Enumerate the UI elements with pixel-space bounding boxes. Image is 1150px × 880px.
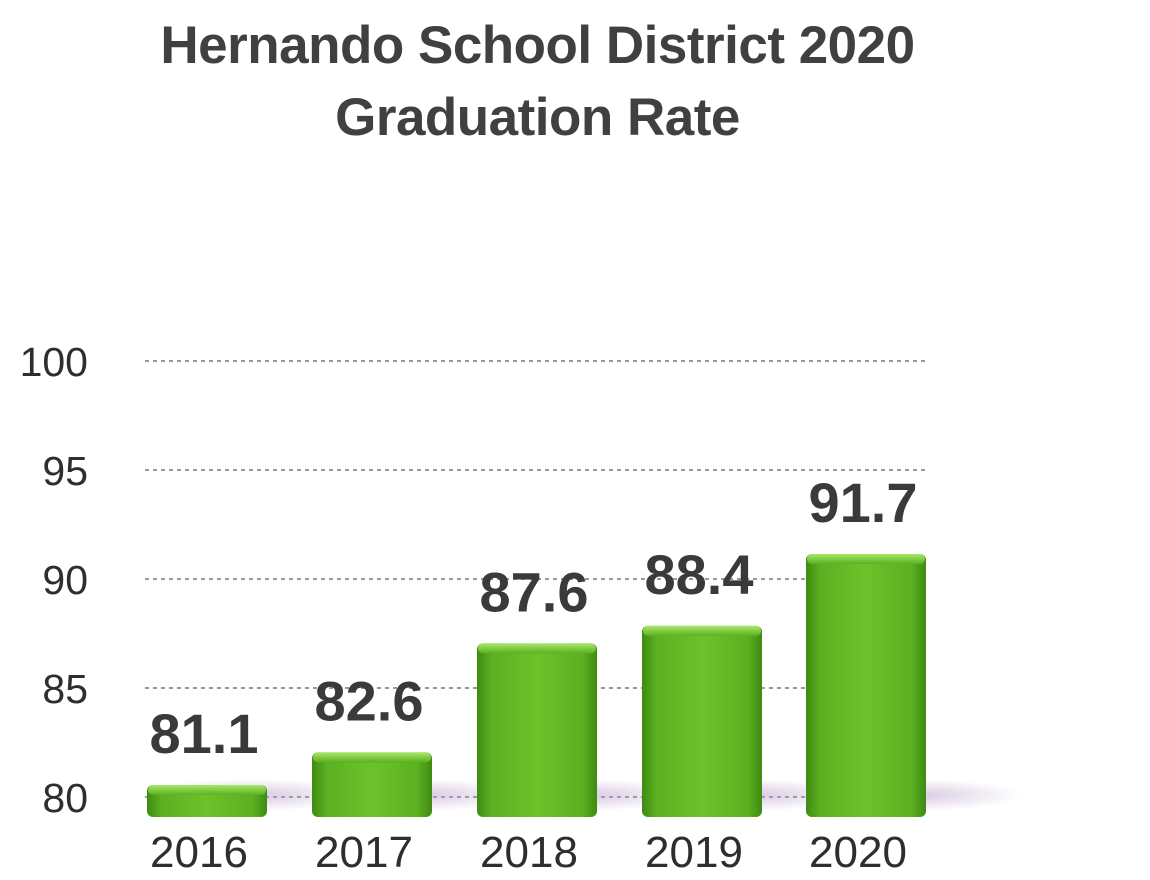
- chart-title: Hernando School District 2020 Graduation…: [0, 10, 1075, 154]
- data-labels: 81.1 82.6 87.6 88.4 91.7: [150, 471, 918, 765]
- data-label: 91.7: [809, 471, 918, 534]
- x-tick-label: 2019: [645, 828, 743, 877]
- bar-body: [642, 625, 762, 817]
- y-tick-label: 100: [20, 339, 88, 385]
- bar-body: [312, 752, 432, 817]
- data-label: 87.6: [480, 560, 589, 623]
- data-label: 81.1: [150, 702, 259, 765]
- bar: [312, 752, 432, 817]
- y-axis: 80 85 90 95 100: [20, 339, 88, 821]
- y-tick-label: 85: [42, 666, 88, 712]
- x-tick-label: 2016: [150, 828, 248, 877]
- x-tick-label: 2018: [480, 828, 578, 877]
- y-tick-label: 90: [42, 557, 88, 603]
- chart-title-line-1: Hernando School District 2020: [160, 16, 915, 75]
- bar: [477, 643, 597, 817]
- x-tick-label: 2017: [315, 828, 413, 877]
- data-label: 88.4: [645, 543, 754, 606]
- bar: [147, 785, 267, 817]
- bar-top: [478, 643, 596, 654]
- bar-body: [477, 643, 597, 817]
- bar-top: [313, 752, 431, 763]
- bar: [806, 553, 926, 817]
- data-label: 82.6: [315, 669, 424, 732]
- bar: [642, 625, 762, 817]
- bar-body: [806, 553, 926, 817]
- chart-title-line-2: Graduation Rate: [335, 88, 740, 147]
- x-tick-label: 2020: [809, 828, 907, 877]
- bar-top: [148, 785, 266, 795]
- y-tick-label: 95: [42, 448, 88, 494]
- bars: [147, 553, 926, 817]
- bar-top: [807, 553, 925, 564]
- x-axis: 2016 2017 2018 2019 2020: [150, 828, 907, 877]
- y-tick-label: 80: [42, 775, 88, 821]
- bar-top: [643, 625, 761, 636]
